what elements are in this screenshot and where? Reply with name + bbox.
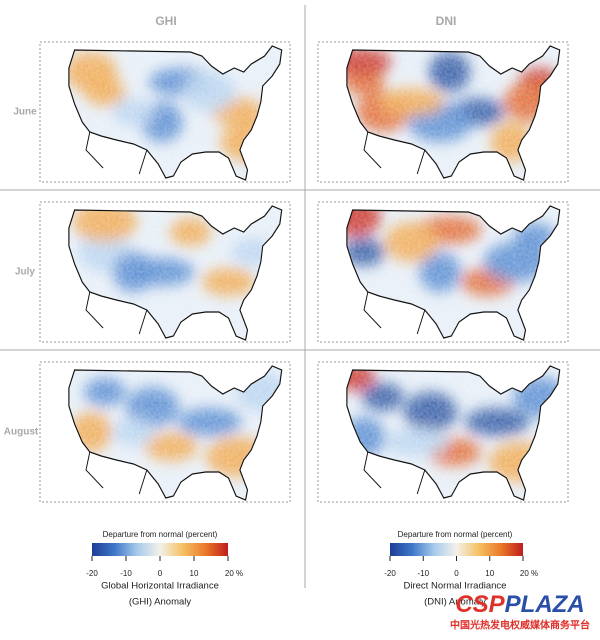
border-line [85,131,148,175]
map-body [346,45,561,181]
colorbar-tick-label: -20 [384,569,396,578]
row-label: June [13,107,37,118]
legends: Departure from normal (percent) -20 -10 0 10… [86,530,538,607]
colorbar [390,543,523,556]
map-panel [317,41,569,183]
colorbar-tick-label: 0 [454,569,459,578]
map-frame [317,41,569,183]
map-panel [39,201,291,343]
logo-part: PLAZA [505,591,585,618]
border-line [363,131,426,175]
legend-caption: (GHI) Anomaly [129,597,192,608]
row-label: August [4,427,39,438]
logo-part: CSP [455,591,505,618]
legend-caption: Global Horizontal Irradiance [101,581,219,592]
colorbar-tick-label: -20 [86,569,98,578]
colorbar-tick-label: 10 [485,569,494,578]
border-line [85,291,148,335]
map-body [346,365,561,501]
colorbar-tick-label: 10 [190,569,199,578]
row-label: July [15,267,35,278]
colorbar-tick-label: 20 % [520,569,538,578]
watermark-logo: CSPPLAZA [455,591,584,618]
map-panel [317,201,569,343]
map-panel [317,361,569,503]
map-frame [317,201,569,343]
column-header: DNI [436,14,457,28]
map-body [68,365,283,501]
border-line [363,291,426,335]
border-line [363,451,426,495]
colorbar-tick-label: -10 [120,569,132,578]
colorbar-tick-label: -10 [417,569,429,578]
map-panel [39,41,291,183]
map-body [346,205,561,341]
map-panel [39,361,291,503]
colorbar-title: Departure from normal (percent) [103,530,218,539]
map-frame [39,201,291,343]
border-line [85,451,148,495]
map-frame [317,361,569,503]
map-frame [39,41,291,183]
colorbar-tick-label: 20 % [225,569,243,578]
map-frame [39,361,291,503]
watermark-tagline: 中国光热发电权威媒体商务平台 [450,619,590,632]
column-header: GHI [155,14,176,28]
map-body [68,45,283,181]
legend-caption: Direct Normal Irradiance [404,581,507,592]
colorbar [92,543,228,556]
map-fill [346,206,560,340]
map-body [68,205,283,341]
map-grid [39,41,569,503]
colorbar-tick-label: 0 [158,569,163,578]
colorbar-title: Departure from normal (percent) [398,530,513,539]
legend-caption: (DNI) Anomaly [424,597,486,608]
